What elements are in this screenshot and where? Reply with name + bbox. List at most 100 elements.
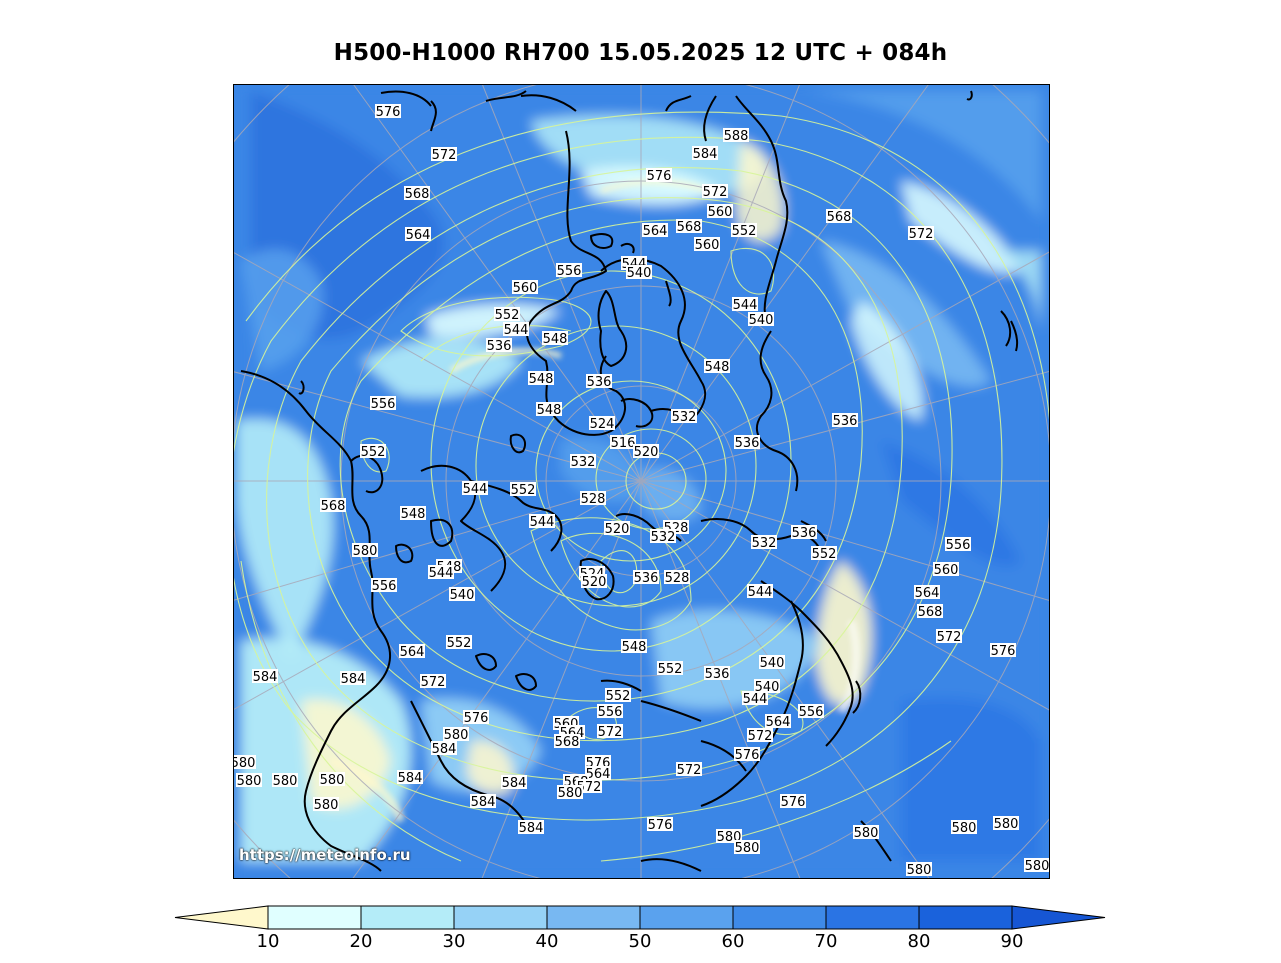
contour-label: 540 [449, 587, 475, 603]
svg-text:544: 544 [429, 566, 454, 581]
svg-text:584: 584 [471, 795, 496, 810]
svg-text:568: 568 [827, 210, 852, 225]
contour-label: 584 [340, 671, 366, 687]
contour-label: 580 [557, 785, 583, 801]
svg-text:540: 540 [627, 266, 652, 281]
svg-text:572: 572 [432, 148, 457, 163]
contour-label: 560 [707, 204, 733, 220]
contour-label: 552 [731, 223, 757, 239]
svg-text:572: 572 [598, 725, 623, 740]
svg-text:552: 552 [606, 689, 631, 704]
contour-label: 584 [431, 741, 457, 757]
colorbar-tick-label: 50 [628, 931, 652, 952]
svg-text:556: 556 [946, 538, 971, 553]
contour-label: 572 [431, 147, 457, 163]
svg-text:564: 564 [586, 767, 611, 782]
contour-label: 568 [404, 186, 430, 202]
contour-label: 568 [676, 219, 702, 235]
contour-label: 580 [234, 755, 256, 771]
svg-text:544: 544 [743, 692, 768, 707]
contour-label: 584 [397, 770, 423, 786]
svg-text:560: 560 [513, 281, 538, 296]
contour-label: 544 [503, 322, 529, 338]
contour-label: 544 [747, 584, 773, 600]
colorbar-tick-label: 80 [907, 931, 931, 952]
contour-label: 544 [529, 514, 555, 530]
svg-text:568: 568 [405, 187, 430, 202]
contour-label: 548 [400, 506, 426, 522]
svg-text:532: 532 [672, 410, 697, 425]
svg-text:580: 580 [273, 774, 298, 789]
svg-text:536: 536 [634, 571, 659, 586]
colorbar-cell [546, 905, 641, 930]
contour-label: 568 [554, 734, 580, 750]
svg-text:556: 556 [557, 264, 582, 279]
contour-label: 552 [446, 635, 472, 651]
contour-label: 564 [765, 714, 791, 730]
thickness-contours [234, 111, 1049, 862]
contour-label: 536 [633, 570, 659, 586]
svg-text:532: 532 [752, 536, 777, 551]
colorbar-tick-label: 40 [535, 931, 559, 952]
svg-text:540: 540 [450, 588, 475, 603]
svg-text:564: 564 [400, 645, 425, 660]
svg-text:560: 560 [695, 238, 720, 253]
svg-text:556: 556 [598, 705, 623, 720]
contour-label: 544 [732, 297, 758, 313]
contour-label: 548 [542, 331, 568, 347]
contour-label: 576 [463, 710, 489, 726]
svg-text:584: 584 [693, 147, 718, 162]
svg-text:576: 576 [781, 795, 806, 810]
svg-text:536: 536 [587, 375, 612, 390]
svg-text:584: 584 [432, 742, 457, 757]
contour-label: 572 [597, 724, 623, 740]
contour-label: 536 [704, 666, 730, 682]
svg-text:588: 588 [724, 129, 749, 144]
svg-text:568: 568 [918, 605, 943, 620]
contour-label: 520 [604, 521, 630, 537]
contour-label: 564 [642, 223, 668, 239]
svg-text:544: 544 [504, 323, 529, 338]
svg-text:544: 544 [748, 585, 773, 600]
contour-label: 552 [360, 444, 386, 460]
contour-label: 572 [702, 184, 728, 200]
svg-text:576: 576 [735, 748, 760, 763]
svg-text:580: 580 [320, 773, 345, 788]
contour-label: 552 [605, 688, 631, 704]
contour-label: 568 [917, 604, 943, 620]
svg-text:552: 552 [658, 662, 683, 677]
svg-text:580: 580 [314, 798, 339, 813]
svg-text:536: 536 [705, 667, 730, 682]
svg-text:544: 544 [463, 482, 488, 497]
colorbar-tick-label: 20 [349, 931, 373, 952]
colorbar-tick-label: 70 [814, 931, 838, 952]
svg-text:560: 560 [934, 563, 959, 578]
contour-label: 544 [428, 565, 454, 581]
svg-text:576: 576 [376, 105, 401, 120]
contour-label: 580 [906, 862, 932, 878]
contour-label: 580 [734, 840, 760, 856]
svg-text:564: 564 [406, 228, 431, 243]
svg-text:580: 580 [854, 826, 879, 841]
contour-label: 520 [633, 444, 659, 460]
svg-text:584: 584 [502, 776, 527, 791]
contour-label: 556 [556, 263, 582, 279]
watermark: https://meteoinfo.ru [239, 846, 411, 864]
svg-text:528: 528 [581, 492, 606, 507]
colorbar-tick-label: 90 [1000, 931, 1024, 952]
svg-text:568: 568 [677, 220, 702, 235]
svg-text:544: 544 [733, 298, 758, 313]
contour-label: 584 [692, 146, 718, 162]
svg-text:580: 580 [444, 728, 469, 743]
svg-text:580: 580 [237, 774, 262, 789]
svg-text:564: 564 [766, 715, 791, 730]
svg-text:580: 580 [1025, 859, 1049, 874]
colorbar-cell [918, 905, 1013, 930]
svg-text:576: 576 [464, 711, 489, 726]
svg-text:572: 572 [677, 763, 702, 778]
svg-text:552: 552 [447, 636, 472, 651]
colorbar-extend-high [1011, 905, 1106, 930]
contour-label: 584 [252, 669, 278, 685]
svg-text:548: 548 [401, 507, 426, 522]
